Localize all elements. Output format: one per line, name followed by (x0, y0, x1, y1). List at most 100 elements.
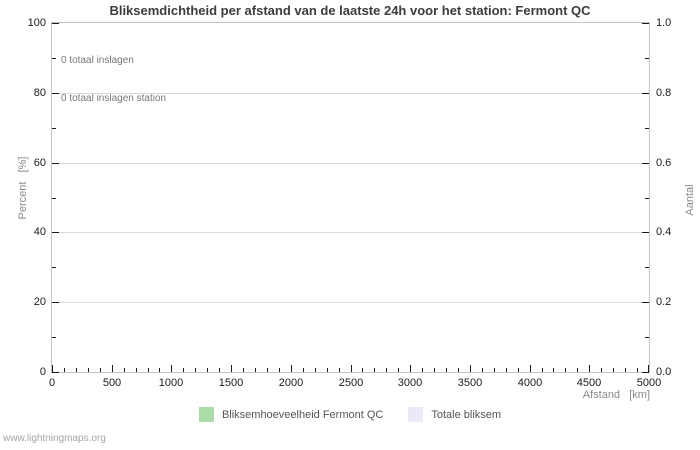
y-major-tick-right (642, 23, 649, 24)
x-axis-tick-label: 2000 (278, 377, 304, 389)
x-minor-tick (243, 368, 244, 372)
y-axis-label-right: Aantal (684, 184, 696, 216)
x-axis-label: Afstand [km] (582, 389, 650, 401)
y-axis-tick-label-right: 0.6 (656, 157, 672, 169)
x-minor-tick (303, 368, 304, 372)
y-axis-tick-label-right: 0.2 (656, 296, 672, 308)
y-minor-tick-left (52, 337, 56, 338)
x-major-tick (52, 365, 53, 372)
legend-item: Totale bliksem (408, 407, 501, 422)
legend-label: Totale bliksem (431, 408, 502, 421)
y-axis-tick-label-right: 0.0 (656, 366, 672, 378)
x-minor-tick (267, 368, 268, 372)
plot-area: 0 totaal inslagen 0 totaal inslagen stat… (28, 17, 672, 389)
x-minor-tick (458, 368, 459, 372)
x-minor-tick (398, 368, 399, 372)
y-axis-tick-label-right: 0.4 (656, 226, 672, 238)
x-axis-tick-label: 500 (102, 377, 122, 389)
x-minor-tick (494, 368, 495, 372)
y-axis-label-left: Percent [%] (17, 156, 29, 220)
y-axis-tick-label-left: 0 (39, 366, 46, 378)
y-minor-tick-left (52, 267, 56, 268)
y-minor-tick-right (645, 58, 649, 59)
x-major-tick (171, 365, 172, 372)
y-major-tick-right (642, 232, 649, 233)
chart-title: Bliksemdichtheid per afstand van de laat… (109, 3, 591, 18)
y-axis-tick-label-left: 20 (33, 296, 46, 308)
x-minor-tick (434, 368, 435, 372)
x-minor-tick (255, 368, 256, 372)
x-axis-tick-label: 1500 (218, 377, 244, 389)
x-minor-tick (565, 368, 566, 372)
y-axis-tick-label-left: 100 (27, 17, 46, 29)
y-axis-tick-label-right: 1.0 (656, 17, 672, 29)
y-axis-tick-label-left: 60 (33, 157, 46, 169)
x-major-tick (410, 365, 411, 372)
y-minor-tick-right (645, 337, 649, 338)
x-axis-tick-label: 3000 (397, 377, 423, 389)
y-major-tick-left (52, 163, 59, 164)
y-axis-tick-label-right: 0.8 (656, 87, 672, 99)
x-minor-tick (315, 368, 316, 372)
x-axis-tick-label: 4000 (517, 377, 543, 389)
y-axis-tick-label-left: 80 (33, 87, 46, 99)
annotations-block: 0 totaal inslagen 0 totaal inslagen stat… (61, 30, 166, 130)
y-minor-tick-right (645, 267, 649, 268)
chart-legend: Bliksemhoeveelheid Fermont QC Totale blik… (0, 407, 700, 422)
x-minor-tick (207, 368, 208, 372)
x-axis-tick-label: 5000 (636, 377, 662, 389)
x-major-tick (470, 365, 471, 372)
x-minor-tick (506, 368, 507, 372)
x-major-tick (231, 365, 232, 372)
x-major-tick (589, 365, 590, 372)
gridline (52, 163, 649, 164)
x-major-tick (291, 365, 292, 372)
gridline (52, 302, 649, 303)
x-minor-tick (195, 368, 196, 372)
y-major-tick-left (52, 93, 59, 94)
y-major-tick-right (642, 372, 649, 373)
x-minor-tick (100, 368, 101, 372)
x-minor-tick (422, 368, 423, 372)
x-minor-tick (625, 368, 626, 372)
legend-swatch (198, 407, 214, 422)
x-major-tick (648, 365, 649, 372)
x-minor-tick (482, 368, 483, 372)
y-axis-tick-label-left: 40 (33, 226, 46, 238)
x-minor-tick (124, 368, 125, 372)
x-minor-tick (219, 368, 220, 372)
x-axis-tick-label: 3500 (457, 377, 483, 389)
y-minor-tick-left (52, 198, 56, 199)
y-minor-tick-right (645, 198, 649, 199)
y-major-tick-left (52, 372, 59, 373)
legend-item: Bliksemhoeveelheid Fermont QC (198, 407, 383, 422)
gridline (52, 232, 649, 233)
annotation-total-strikes-station: 0 totaal inslagen station (61, 92, 167, 104)
y-major-tick-right (642, 302, 649, 303)
y-major-tick-left (52, 23, 59, 24)
x-minor-tick (327, 368, 328, 372)
x-minor-tick (637, 368, 638, 372)
x-major-tick (530, 365, 531, 372)
legend-swatch (408, 407, 424, 422)
y-minor-tick-left (52, 128, 56, 129)
x-minor-tick (64, 368, 65, 372)
x-minor-tick (518, 368, 519, 372)
y-major-tick-right (642, 93, 649, 94)
annotation-total-strikes: 0 totaal inslagen (61, 55, 134, 66)
x-axis-tick-label: 0 (48, 377, 56, 389)
y-major-tick-right (642, 163, 649, 164)
watermark: www.lightningmaps.org (3, 433, 106, 444)
y-major-tick-left (52, 232, 59, 233)
x-minor-tick (553, 368, 554, 372)
x-minor-tick (362, 368, 363, 372)
y-minor-tick-left (52, 58, 56, 59)
x-minor-tick (159, 368, 160, 372)
x-axis-tick-label: 1000 (158, 377, 184, 389)
x-axis-tick-label: 4500 (576, 377, 602, 389)
x-major-tick (112, 365, 113, 372)
x-minor-tick (542, 368, 543, 372)
x-minor-tick (339, 368, 340, 372)
x-minor-tick (446, 368, 447, 372)
